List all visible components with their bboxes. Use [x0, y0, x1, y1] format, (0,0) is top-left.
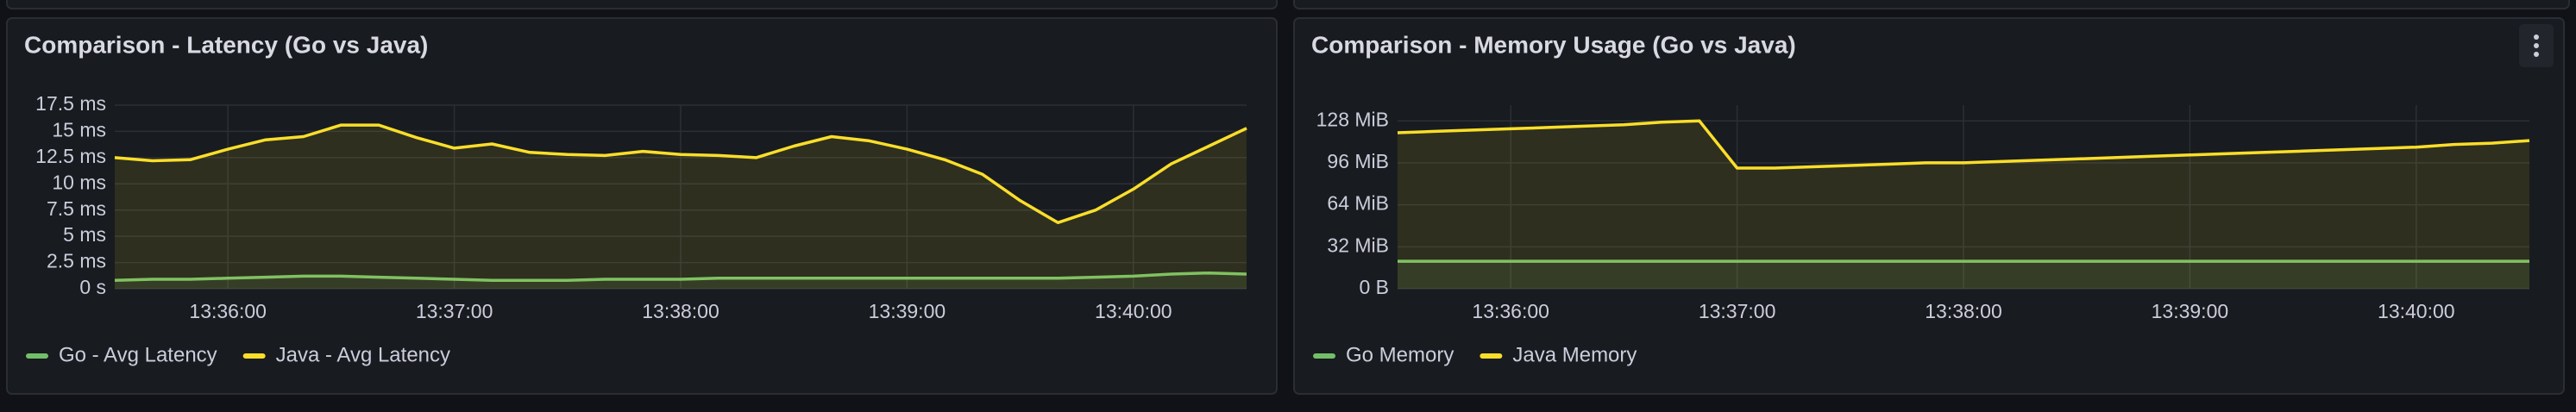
- panel-frame: [1293, 17, 2565, 395]
- series-area: [115, 272, 1247, 289]
- panel-above: [1293, 0, 2570, 9]
- y-tick-label: 64 MiB: [1327, 192, 1389, 215]
- y-tick-label: 2.5 ms: [47, 250, 106, 272]
- series-line: [114, 271, 1247, 283]
- x-tick-label: 13:38:00: [642, 300, 719, 322]
- series-line: [1397, 119, 2530, 170]
- legend-swatch: [1480, 353, 1503, 359]
- y-tick-label: 15 ms: [52, 119, 106, 141]
- y-tick-label: 12.5 ms: [35, 145, 106, 167]
- legend-label: Java Memory: [1512, 343, 1637, 366]
- x-tick-label: 13:39:00: [2152, 300, 2229, 322]
- legend-item[interactable]: Java - Avg Latency: [242, 343, 450, 366]
- panel: Comparison - Latency (Go vs Java) 0 s 2.5 …: [6, 17, 1278, 395]
- panel-above: [6, 0, 1278, 9]
- menu-dot: [2534, 43, 2539, 48]
- legend-item[interactable]: Go Memory: [1313, 343, 1454, 366]
- y-tick-label: 32 MiB: [1327, 234, 1389, 256]
- x-tick-label: 13:36:00: [189, 300, 267, 322]
- panel-menu[interactable]: [2519, 24, 2554, 67]
- x-tick-label: 13:40:00: [1095, 300, 1172, 322]
- y-tick-label: 96 MiB: [1327, 150, 1389, 172]
- y-tick-label: 5 ms: [63, 223, 106, 246]
- legend-item[interactable]: Go - Avg Latency: [26, 343, 217, 366]
- panel: Comparison - Memory Usage (Go vs Java) 0 …: [1293, 17, 2565, 395]
- legend-swatch: [242, 353, 266, 359]
- legend-label: Java - Avg Latency: [276, 343, 450, 366]
- legend-swatch: [26, 353, 48, 359]
- legend-label: Go Memory: [1346, 343, 1454, 366]
- x-tick-label: 13:37:00: [1699, 300, 1776, 322]
- legend-swatch: [1313, 353, 1335, 359]
- y-tick-label: 7.5 ms: [47, 197, 106, 220]
- legend-label: Go - Avg Latency: [59, 343, 217, 366]
- y-tick-label: 0 B: [1359, 276, 1389, 298]
- x-tick-label: 13:39:00: [869, 300, 946, 322]
- legend-item[interactable]: Java Memory: [1480, 343, 1637, 366]
- x-tick-label: 13:40:00: [2378, 300, 2455, 322]
- series-area: [115, 125, 1247, 289]
- panel-title: Comparison - Latency (Go vs Java): [24, 31, 428, 58]
- y-tick-label: 128 MiB: [1316, 108, 1389, 130]
- x-tick-label: 13:37:00: [416, 300, 493, 322]
- y-tick-label: 10 ms: [52, 171, 106, 193]
- series-line: [114, 123, 1247, 225]
- x-tick-label: 13:38:00: [1925, 300, 2002, 322]
- menu-dot: [2534, 52, 2539, 57]
- series-area: [1398, 261, 2529, 289]
- y-tick-label: 17.5 ms: [35, 92, 106, 115]
- x-tick-label: 13:36:00: [1472, 300, 1549, 322]
- panel-frame: [6, 17, 1278, 395]
- panel-title: Comparison - Memory Usage (Go vs Java): [1311, 31, 1796, 58]
- menu-dot: [2534, 34, 2539, 40]
- y-tick-label: 0 s: [79, 276, 106, 298]
- series-area: [1398, 121, 2529, 289]
